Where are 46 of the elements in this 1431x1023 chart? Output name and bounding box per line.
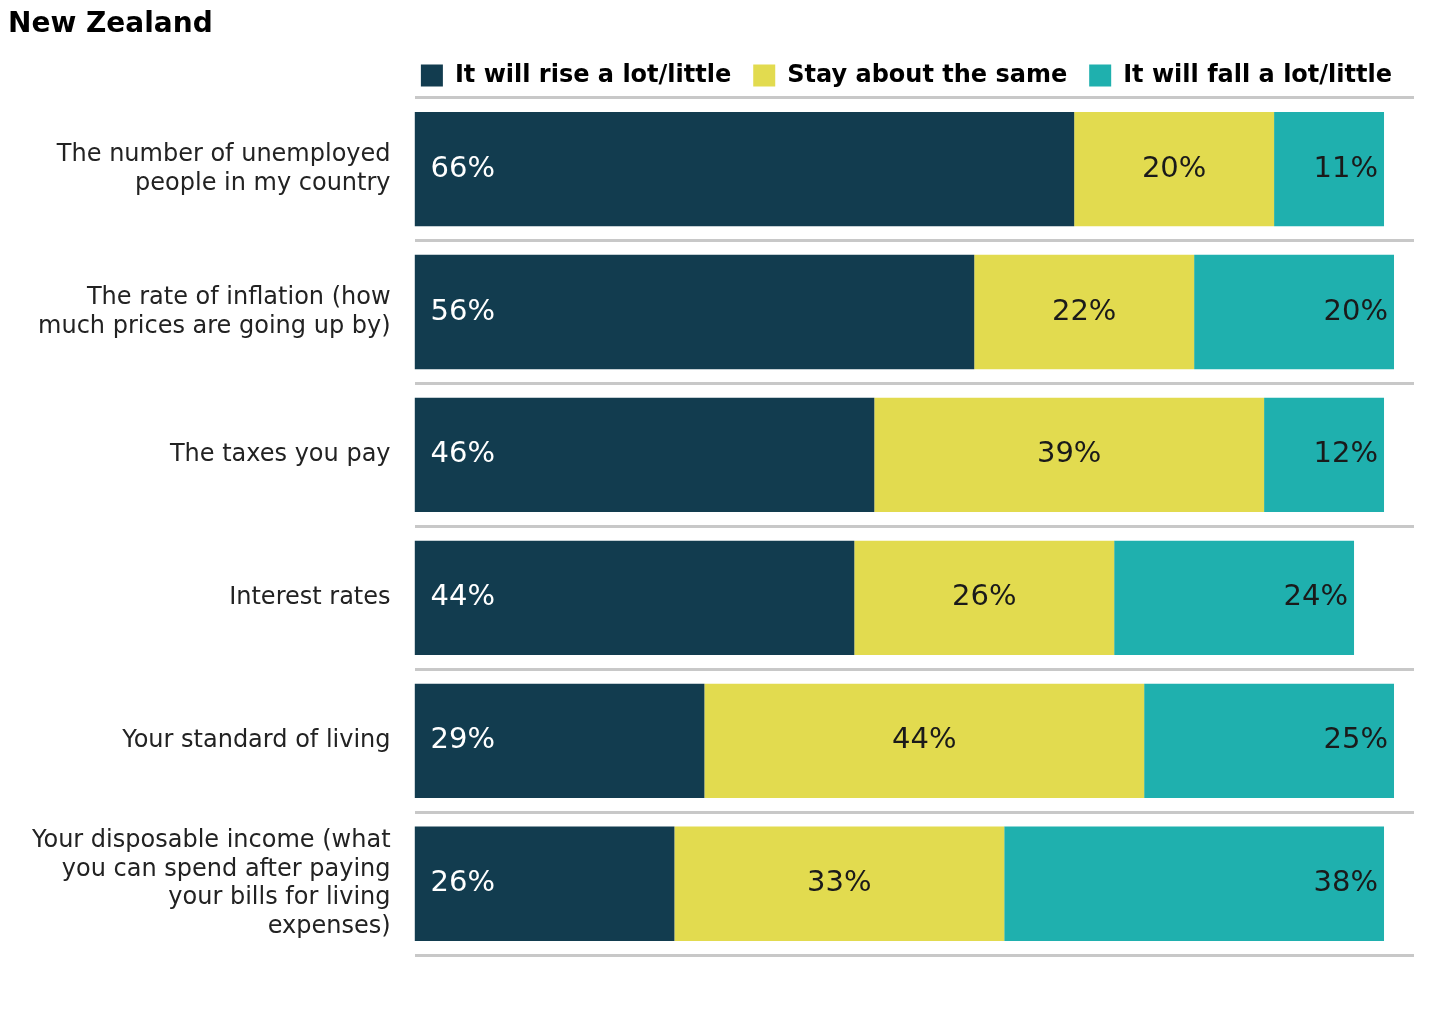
legend-label: It will fall a lot/little	[1123, 59, 1393, 88]
y-tick-label: The number of unemployed people in my country	[55, 138, 391, 196]
text: New Zealand	[8, 6, 213, 40]
data-label: 12%	[1313, 435, 1379, 470]
bar	[414, 826, 675, 941]
bar	[414, 254, 975, 370]
data-label: 26%	[952, 578, 1017, 613]
data-label: 26%	[430, 864, 496, 899]
bar	[414, 683, 705, 798]
y-tick-label: The rate of inflation (how much prices are going up by)	[38, 281, 391, 339]
bar	[874, 397, 1265, 513]
data-label: 46%	[430, 435, 496, 470]
bar	[414, 397, 875, 513]
bar	[674, 826, 1005, 941]
data-label: 56%	[430, 292, 496, 327]
legend-label: Stay about the same	[787, 59, 1068, 88]
bar	[1114, 540, 1355, 656]
bar	[414, 111, 1075, 227]
data-label: 66%	[430, 149, 496, 184]
data-label: 20%	[1141, 149, 1207, 184]
data-label: 44%	[430, 578, 496, 613]
bar	[854, 540, 1115, 656]
bar	[1274, 111, 1385, 227]
bar	[974, 254, 1195, 370]
bar	[414, 540, 855, 656]
data-label: 25%	[1323, 721, 1389, 756]
data-label: 22%	[1051, 292, 1117, 327]
data-label: 44%	[892, 721, 957, 756]
data-label: 20%	[1323, 292, 1389, 327]
y-tick-label: Interest rates	[229, 582, 391, 611]
bar	[1004, 826, 1385, 941]
data-label: 24%	[1283, 578, 1349, 613]
data-label: 33%	[807, 864, 872, 899]
y-tick-label: Your standard of living	[121, 725, 391, 754]
data-label: 29%	[430, 721, 496, 756]
bar	[1074, 111, 1275, 227]
bar	[1264, 397, 1385, 513]
data-label: 38%	[1313, 864, 1379, 899]
bar	[1194, 254, 1395, 370]
bar	[704, 683, 1145, 798]
y-tick-label: The taxes you pay	[168, 439, 391, 468]
y-tick-label: Your disposable income (what you can spend after paying your bills for living expenses)	[31, 824, 391, 940]
data-label: 39%	[1036, 435, 1102, 470]
bar	[1144, 683, 1395, 798]
data-label: 11%	[1313, 149, 1379, 184]
legend-label: It will rise a lot/little	[454, 59, 732, 88]
